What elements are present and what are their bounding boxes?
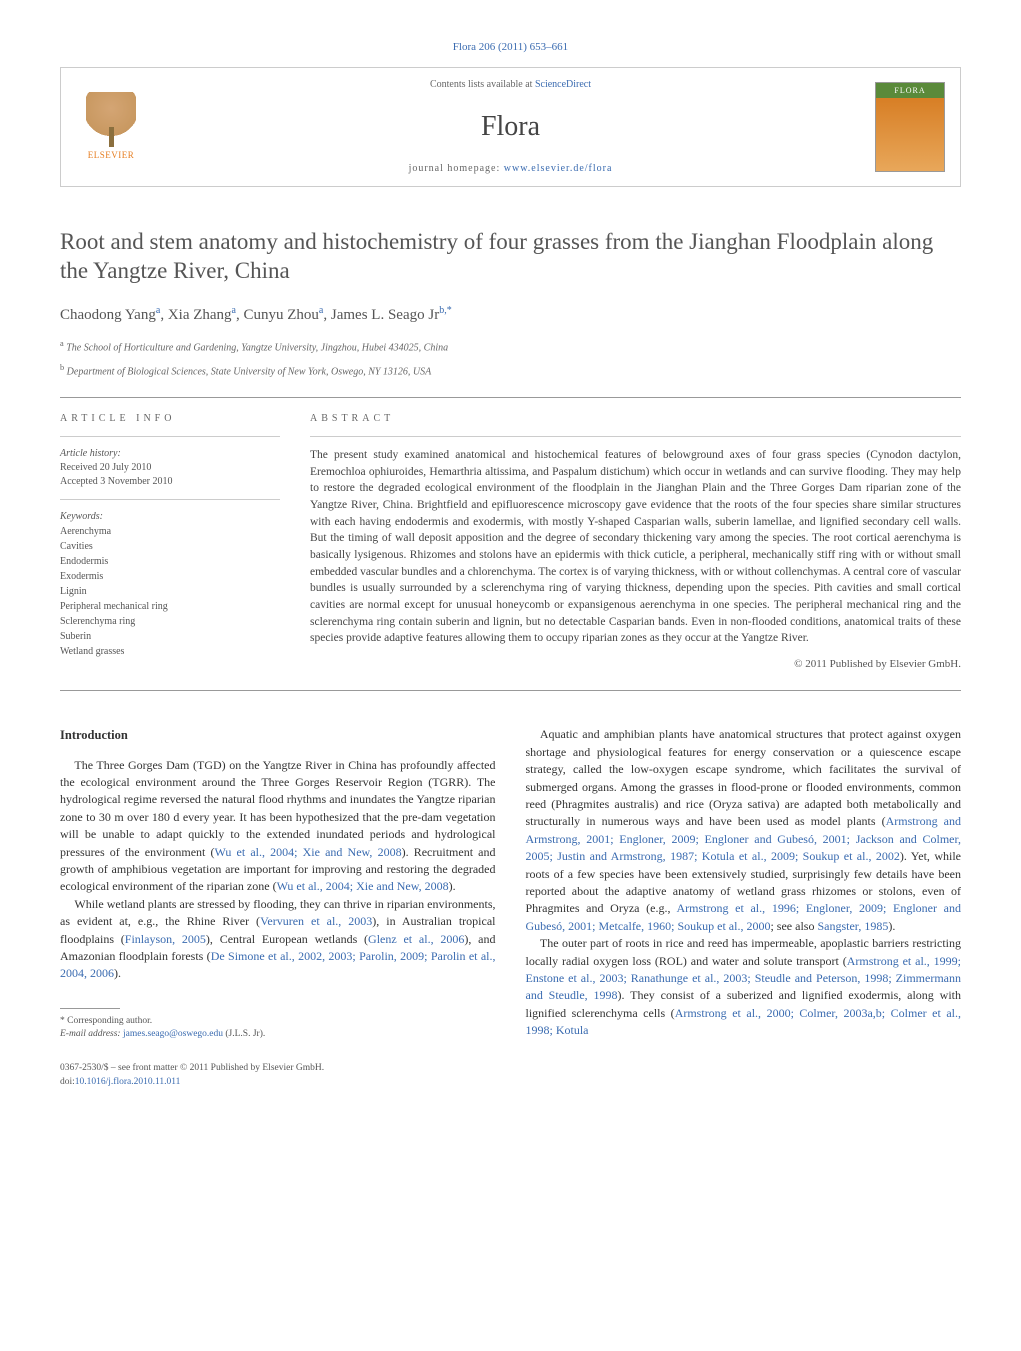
elsevier-logo: ELSEVIER xyxy=(76,87,146,167)
affiliation-a: a The School of Horticulture and Gardeni… xyxy=(60,338,961,355)
divider xyxy=(60,690,961,691)
received-date: Received 20 July 2010 xyxy=(60,461,280,475)
journal-reference: Flora 206 (2011) 653–661 xyxy=(60,40,961,55)
citation-link[interactable]: Sangster, 1985 xyxy=(817,919,888,933)
doi-line: doi:10.1016/j.flora.2010.11.011 xyxy=(60,1076,961,1089)
article-history-label: Article history: xyxy=(60,447,280,461)
journal-name: Flora xyxy=(146,107,875,146)
intro-paragraph-3: Aquatic and amphibian plants have anatom… xyxy=(526,726,962,935)
abstract-copyright: © 2011 Published by Elsevier GmbH. xyxy=(310,657,961,672)
footnote-separator xyxy=(60,1008,120,1009)
affiliation-b: b Department of Biological Sciences, Sta… xyxy=(60,362,961,379)
keyword-item: Suberin xyxy=(60,629,280,644)
article-info-column: ARTICLE INFO Article history: Received 2… xyxy=(60,398,280,672)
keywords-list: AerenchymaCavitiesEndodermisExodermisLig… xyxy=(60,524,280,659)
citation-link[interactable]: Wu et al., 2004; Xie and New, 2008 xyxy=(215,845,402,859)
introduction-heading: Introduction xyxy=(60,726,496,744)
elsevier-tree-icon xyxy=(86,92,136,147)
body-columns: Introduction The Three Gorges Dam (TGD) … xyxy=(60,726,961,1042)
keyword-item: Sclerenchyma ring xyxy=(60,614,280,629)
journal-cover-thumbnail: FLORA xyxy=(875,82,945,172)
elsevier-label: ELSEVIER xyxy=(88,149,135,162)
corresponding-email-link[interactable]: james.seago@oswego.edu xyxy=(123,1029,223,1039)
article-title: Root and stem anatomy and histochemistry… xyxy=(60,227,961,287)
divider xyxy=(60,499,280,500)
homepage-prefix: journal homepage: xyxy=(409,163,504,174)
info-abstract-row: ARTICLE INFO Article history: Received 2… xyxy=(60,398,961,672)
body-column-left: Introduction The Three Gorges Dam (TGD) … xyxy=(60,726,496,1042)
sciencedirect-link[interactable]: ScienceDirect xyxy=(535,79,591,90)
keywords-label: Keywords: xyxy=(60,510,280,524)
journal-header-box: ELSEVIER Contents lists available at Sci… xyxy=(60,67,961,186)
keyword-item: Peripheral mechanical ring xyxy=(60,599,280,614)
citation-link[interactable]: Wu et al., 2004; Xie and New, 2008 xyxy=(277,879,449,893)
corresponding-author-footnote: * Corresponding author. E-mail address: … xyxy=(60,1015,496,1043)
body-column-right: Aquatic and amphibian plants have anatom… xyxy=(526,726,962,1042)
cover-thumb-label: FLORA xyxy=(876,83,944,98)
contents-lists-line: Contents lists available at ScienceDirec… xyxy=(146,78,875,92)
contents-prefix: Contents lists available at xyxy=(430,79,535,90)
keyword-item: Wetland grasses xyxy=(60,644,280,659)
abstract-text: The present study examined anatomical an… xyxy=(310,447,961,647)
intro-paragraph-4: The outer part of roots in rice and reed… xyxy=(526,935,962,1039)
bottom-metadata: 0367-2530/$ – see front matter © 2011 Pu… xyxy=(60,1062,961,1089)
corresponding-label: * Corresponding author. xyxy=(60,1015,496,1029)
citation-link[interactable]: Vervuren et al., 2003 xyxy=(260,914,372,928)
keyword-item: Endodermis xyxy=(60,554,280,569)
article-info-heading: ARTICLE INFO xyxy=(60,412,280,426)
authors-line: Chaodong Yanga, Xia Zhanga, Cunyu Zhoua,… xyxy=(60,304,961,326)
abstract-heading: ABSTRACT xyxy=(310,412,961,426)
keyword-item: Lignin xyxy=(60,584,280,599)
accepted-date: Accepted 3 November 2010 xyxy=(60,475,280,489)
intro-paragraph-1: The Three Gorges Dam (TGD) on the Yangtz… xyxy=(60,757,496,896)
intro-paragraph-2: While wetland plants are stressed by flo… xyxy=(60,896,496,983)
email-line: E-mail address: james.seago@oswego.edu (… xyxy=(60,1028,496,1042)
journal-homepage-link[interactable]: www.elsevier.de/flora xyxy=(504,163,613,174)
journal-homepage-line: journal homepage: www.elsevier.de/flora xyxy=(146,162,875,176)
issn-line: 0367-2530/$ – see front matter © 2011 Pu… xyxy=(60,1062,961,1075)
citation-link[interactable]: Glenz et al., 2006 xyxy=(368,932,464,946)
citation-link[interactable]: Finlayson, 2005 xyxy=(125,932,206,946)
divider xyxy=(310,436,961,437)
divider xyxy=(60,436,280,437)
header-center: Contents lists available at ScienceDirec… xyxy=(146,78,875,175)
keyword-item: Exodermis xyxy=(60,569,280,584)
abstract-column: ABSTRACT The present study examined anat… xyxy=(310,398,961,672)
keyword-item: Aerenchyma xyxy=(60,524,280,539)
doi-link[interactable]: 10.1016/j.flora.2010.11.011 xyxy=(75,1077,181,1087)
keyword-item: Cavities xyxy=(60,539,280,554)
